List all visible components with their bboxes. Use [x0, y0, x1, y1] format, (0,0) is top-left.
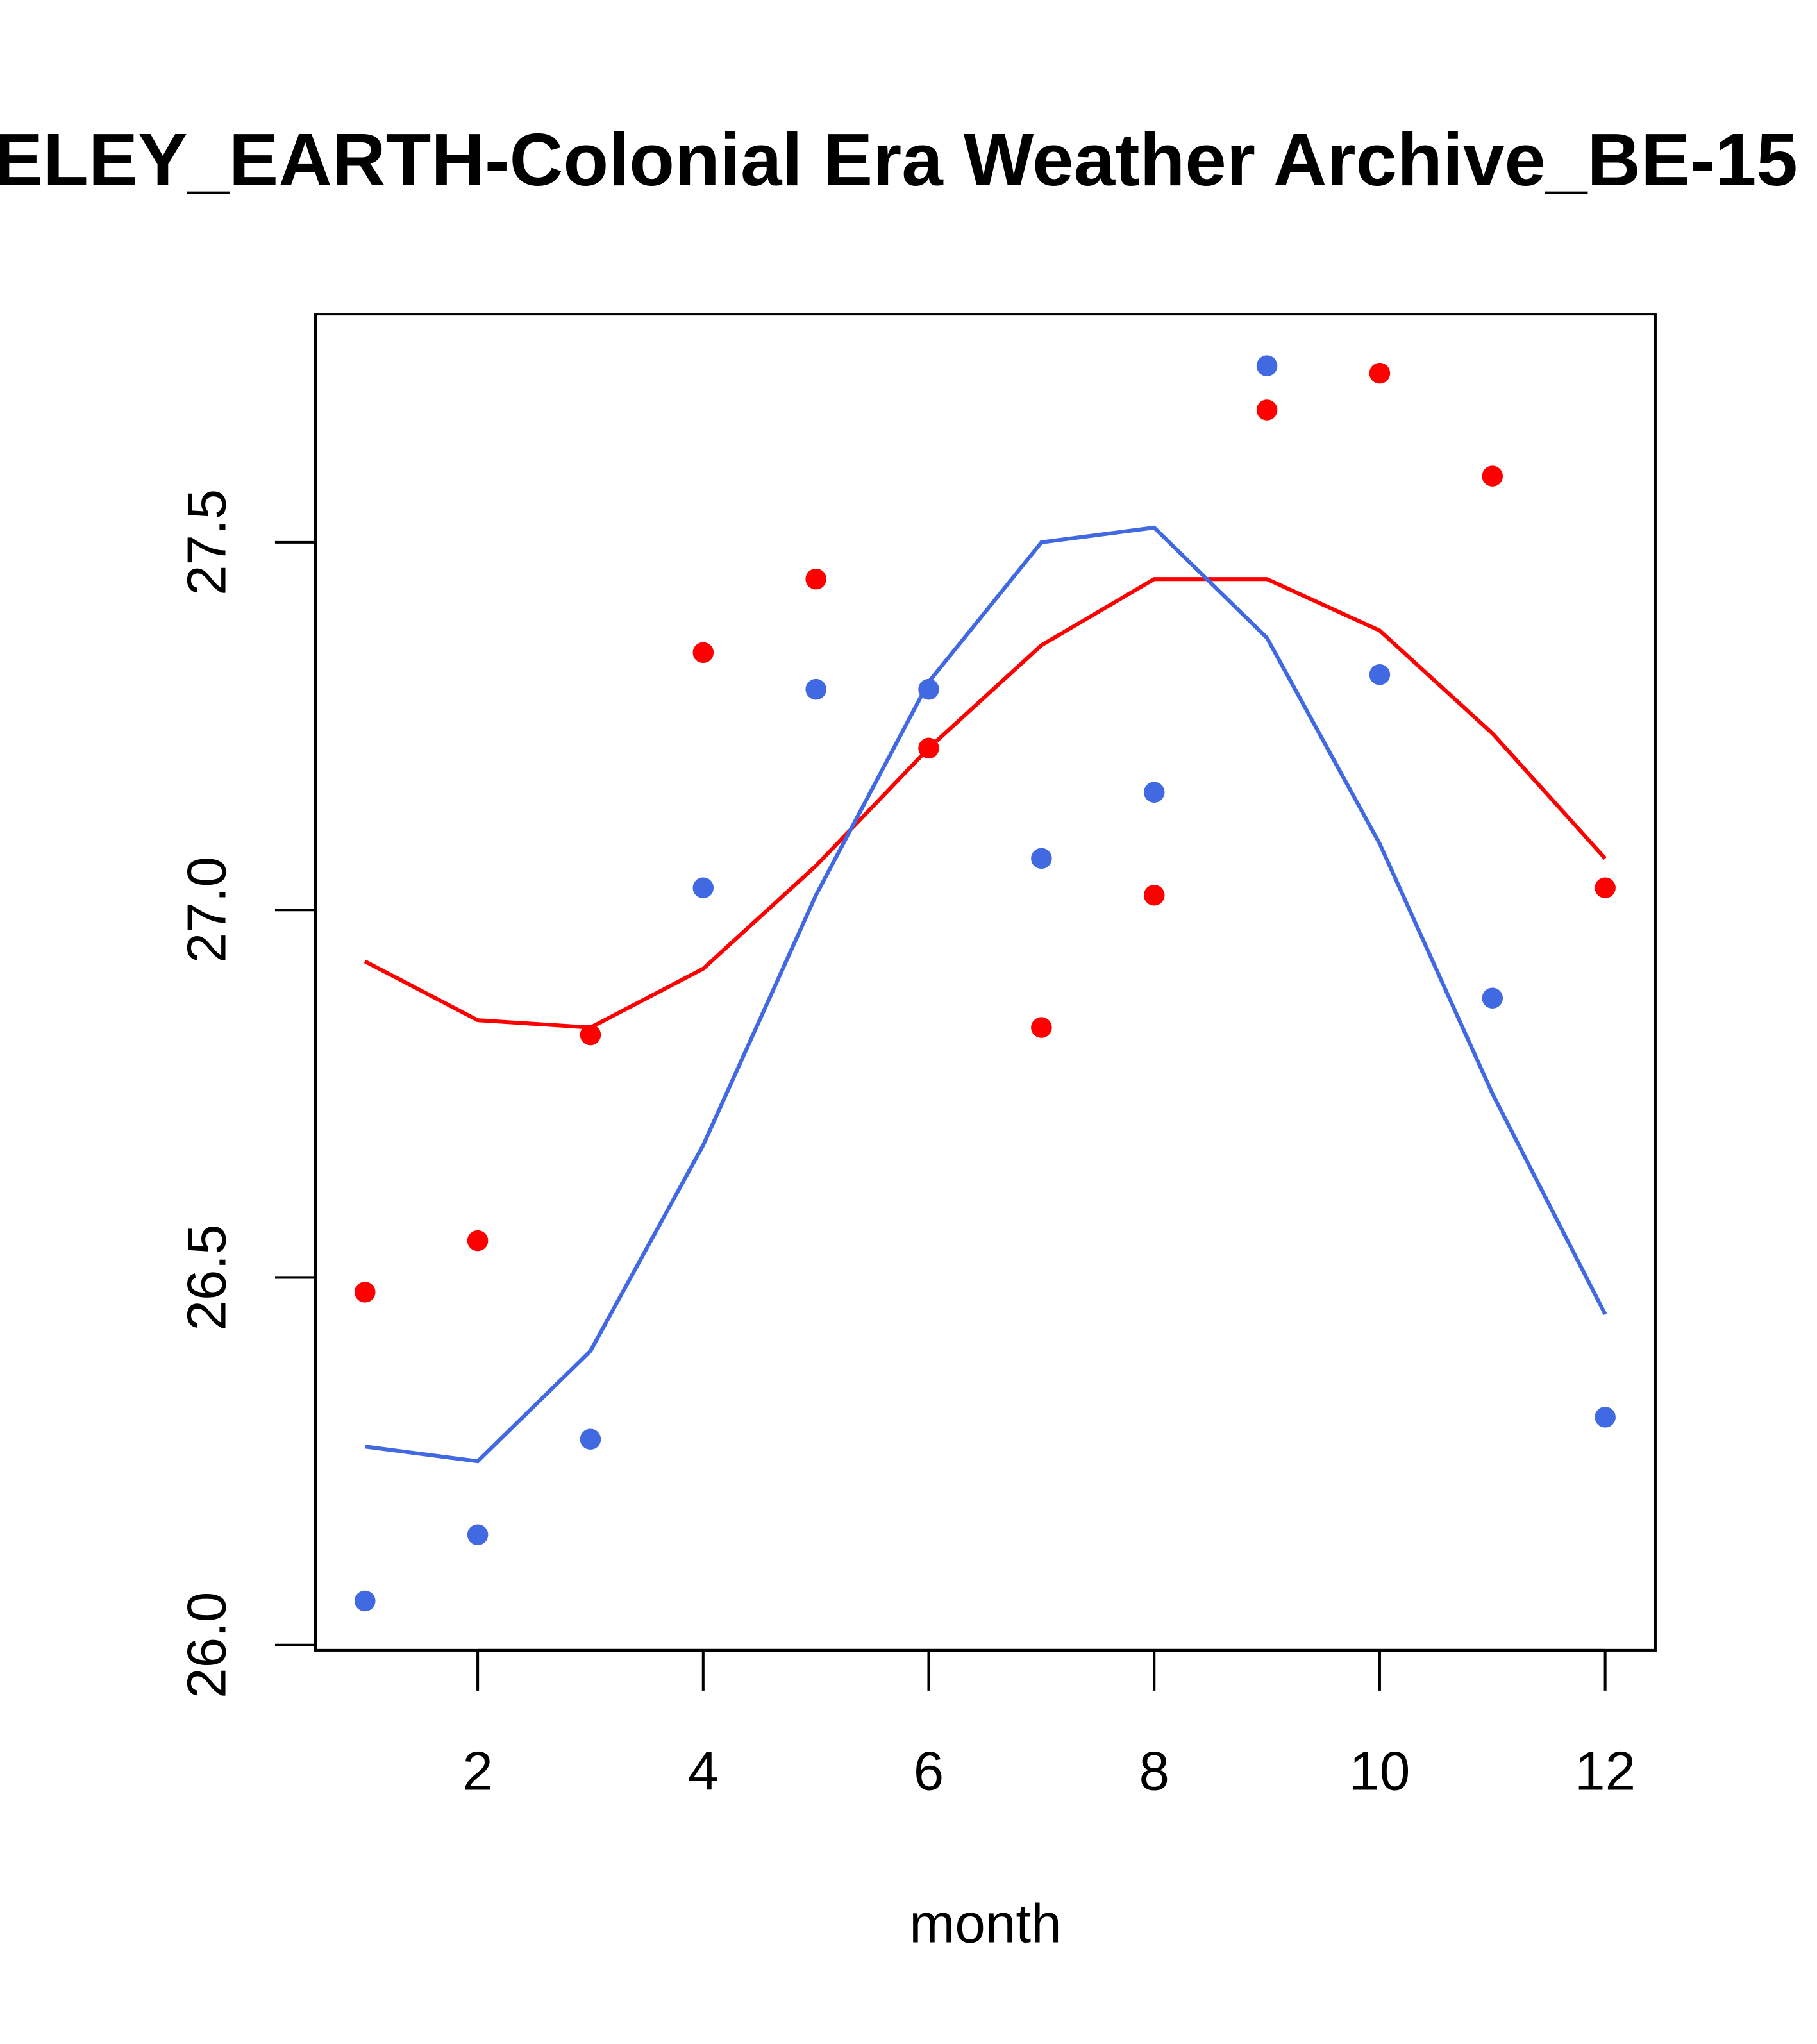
blue-point	[805, 678, 826, 700]
x-tick-label: 10	[1349, 1741, 1410, 1802]
x-tick-label: 4	[688, 1741, 718, 1802]
red-point	[580, 1024, 601, 1046]
blue-line-series	[364, 525, 1607, 1464]
blue-point	[467, 1524, 489, 1546]
blue-point	[1256, 355, 1278, 376]
red-point	[467, 1230, 489, 1252]
blue-point	[1031, 848, 1052, 869]
red-point	[1482, 465, 1503, 487]
blue-point	[1369, 664, 1391, 685]
x-tick-label: 6	[914, 1741, 944, 1802]
y-tick-label: 27.5	[177, 489, 238, 596]
blue-point	[354, 1590, 376, 1612]
red-point	[354, 1282, 376, 1303]
plot-frame	[314, 313, 1657, 1652]
x-axis-label: month	[909, 1893, 1061, 1954]
y-tick-label: 27.0	[177, 857, 238, 963]
red-point	[1256, 399, 1278, 421]
red-point	[1595, 877, 1616, 899]
y-tick-label: 26.5	[177, 1224, 238, 1330]
chart-title: ELEY_EARTH-Colonial Era Weather Archive_…	[0, 118, 1798, 201]
x-tick-label: 8	[1139, 1741, 1169, 1802]
red-point	[1143, 884, 1165, 906]
y-tick-label: 26.0	[177, 1592, 238, 1698]
red-point	[1369, 362, 1391, 384]
red-point	[1031, 1017, 1052, 1038]
red-line-series	[364, 577, 1607, 1030]
blue-point	[1482, 987, 1503, 1009]
x-tick-label: 2	[462, 1741, 492, 1802]
x-tick-label: 12	[1575, 1741, 1636, 1802]
blue-point	[1595, 1407, 1616, 1428]
blue-point	[1143, 782, 1165, 803]
red-point	[692, 642, 714, 664]
red-point	[805, 568, 826, 590]
blue-point	[580, 1428, 601, 1450]
blue-point	[692, 877, 714, 899]
